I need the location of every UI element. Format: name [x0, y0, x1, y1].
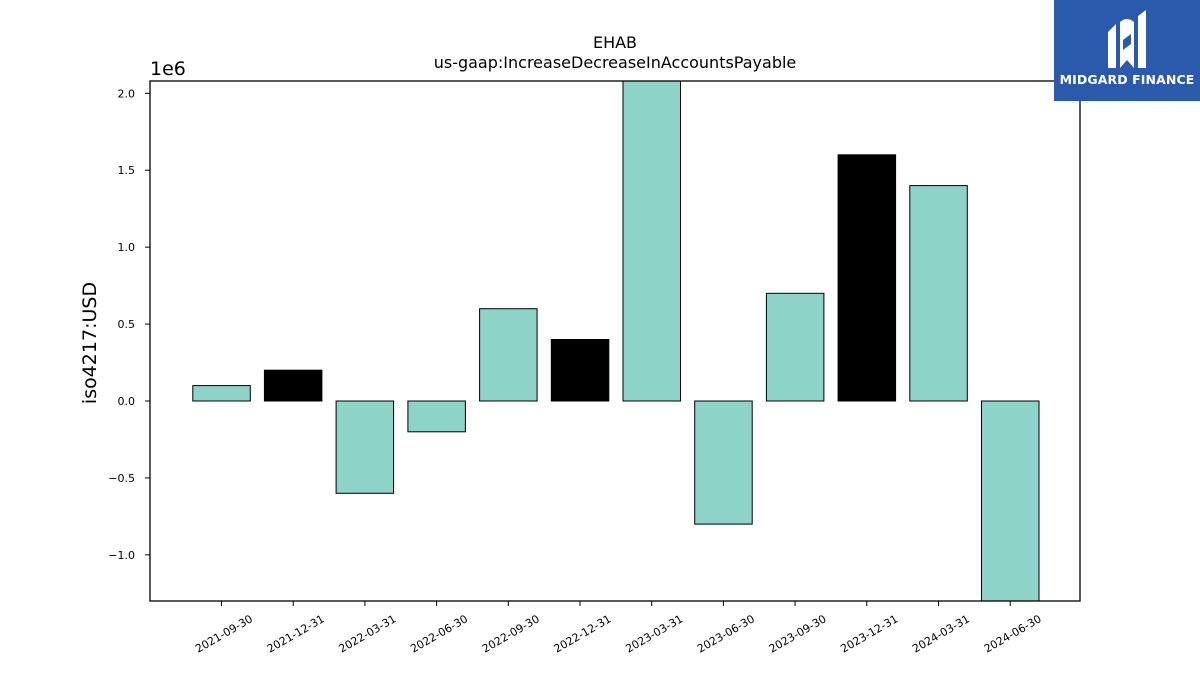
plot-frame [149, 80, 1081, 602]
x-tick-label: 2023-09-30 [767, 612, 829, 655]
y-tick-label: 1.5 [118, 164, 136, 177]
bar-2023-06-30 [694, 400, 753, 525]
bar-2022-09-30 [479, 308, 538, 402]
bar-2023-03-31 [622, 81, 681, 402]
bar-2022-12-31 [550, 339, 610, 402]
bars-layer [192, 81, 1040, 601]
bar-2023-12-31 [837, 154, 897, 402]
x-tick-label: 2022-09-30 [480, 612, 542, 655]
x-axis: 2021-09-30 2021-12-31 2022-03-31 2022-06-30… [193, 601, 1044, 656]
midgard-logo-icon [1108, 10, 1146, 68]
x-tick-label: 2022-12-31 [552, 612, 614, 655]
y-tick-label: 2.0 [118, 87, 136, 100]
y-tick-label: −0.5 [108, 472, 135, 485]
y-offset-label: 1e6 [150, 58, 186, 80]
x-tick-label: 2022-03-31 [337, 612, 399, 655]
y-tick-label: 0.5 [118, 318, 136, 331]
y-tick-label: 1.0 [118, 241, 136, 254]
chart-subtitle: us-gaap:IncreaseDecreaseInAccountsPayabl… [434, 53, 797, 72]
chart-title: EHAB [593, 33, 637, 52]
bar-2024-06-30 [981, 400, 1040, 601]
y-axis: −1.0 −0.5 0.0 0.5 1.0 1.5 2.0 [108, 87, 150, 562]
bar-2022-03-31 [335, 400, 395, 494]
x-tick-label: 2021-09-30 [193, 612, 255, 655]
bar-2023-09-30 [765, 292, 825, 402]
bar-2021-09-30 [192, 385, 251, 402]
x-tick-label: 2022-06-30 [408, 612, 470, 655]
x-tick-label: 2021-12-31 [265, 612, 327, 655]
x-tick-label: 2023-06-30 [695, 612, 757, 655]
bar-2024-03-31 [909, 185, 968, 402]
bar-2022-06-30 [407, 400, 466, 433]
x-tick-label: 2024-06-30 [982, 612, 1044, 655]
midgard-finance-logo: MIDGARD FINANCE [1054, 0, 1200, 101]
x-tick-label: 2024-03-31 [910, 612, 972, 655]
x-tick-label: 2023-03-31 [623, 612, 685, 655]
bar-2021-12-31 [263, 369, 323, 402]
y-tick-label: 0.0 [118, 395, 136, 408]
y-tick-label: −1.0 [108, 549, 135, 562]
logo-text: MIDGARD FINANCE [1059, 72, 1195, 87]
y-axis-label: iso4217:USD [79, 282, 101, 404]
x-tick-label: 2023-12-31 [838, 612, 900, 655]
